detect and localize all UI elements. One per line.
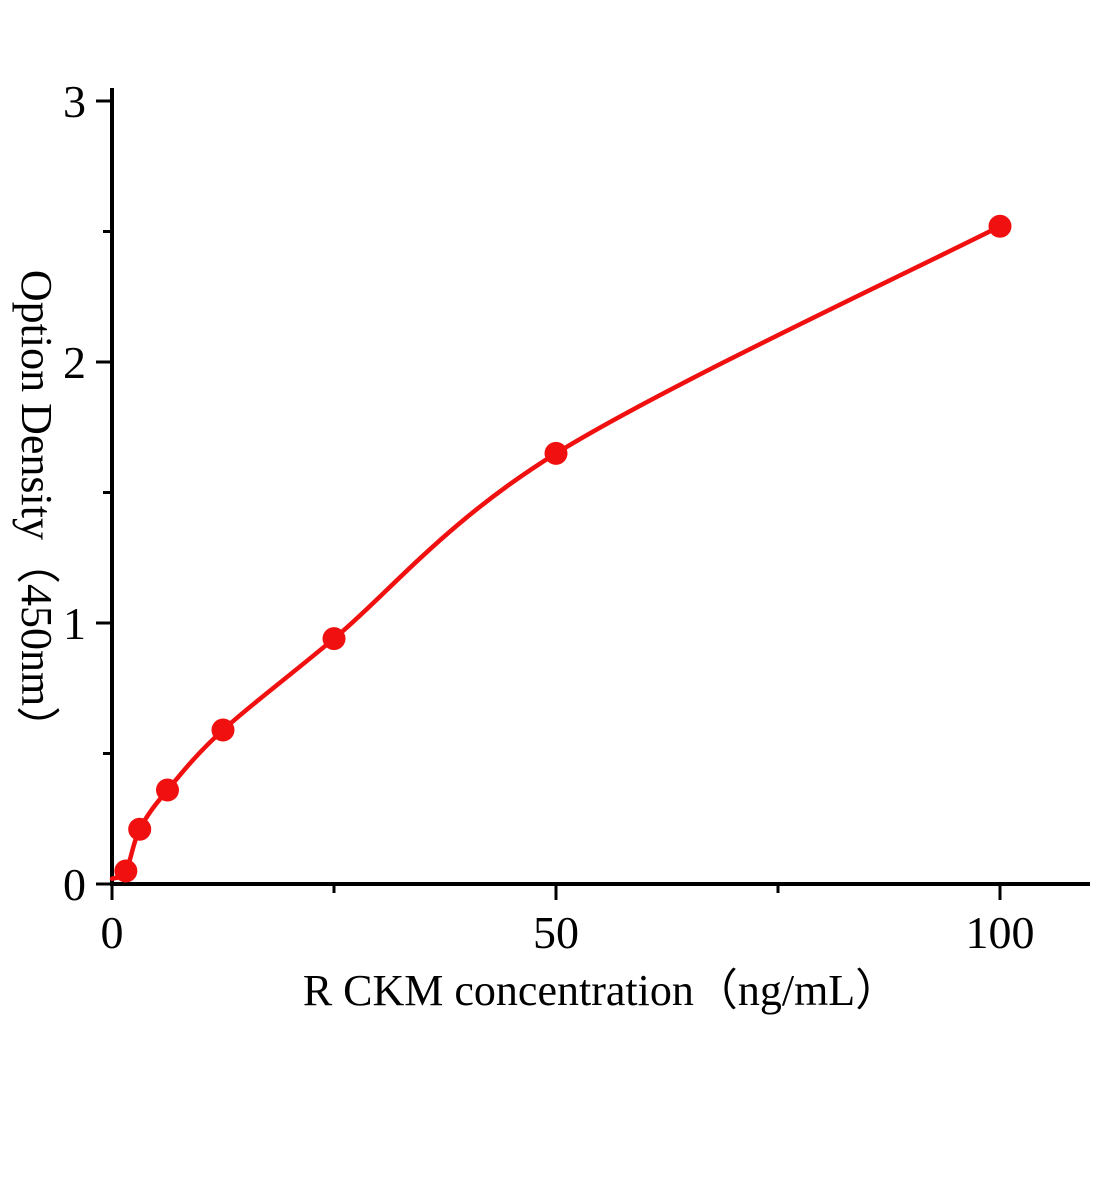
x-tick-label: 50 [533, 907, 579, 958]
x-tick-label: 0 [101, 907, 124, 958]
data-point [211, 718, 235, 742]
data-point [322, 627, 346, 651]
data-point [114, 859, 138, 883]
x-tick-label: 100 [966, 907, 1035, 958]
y-tick-label: 3 [63, 76, 86, 127]
y-axis-title: Option Density（450nm） [12, 270, 61, 750]
data-point [544, 441, 568, 465]
y-tick-label: 2 [63, 337, 86, 388]
y-tick-label: 1 [63, 598, 86, 649]
y-tick-label: 0 [63, 859, 86, 910]
data-point [988, 214, 1012, 238]
data-point [156, 778, 179, 802]
fit-curve [109, 224, 1003, 882]
x-axis-title: R CKM concentration（ng/mL） [303, 966, 899, 1015]
data-point [128, 817, 152, 841]
axis-lines [110, 88, 1090, 886]
